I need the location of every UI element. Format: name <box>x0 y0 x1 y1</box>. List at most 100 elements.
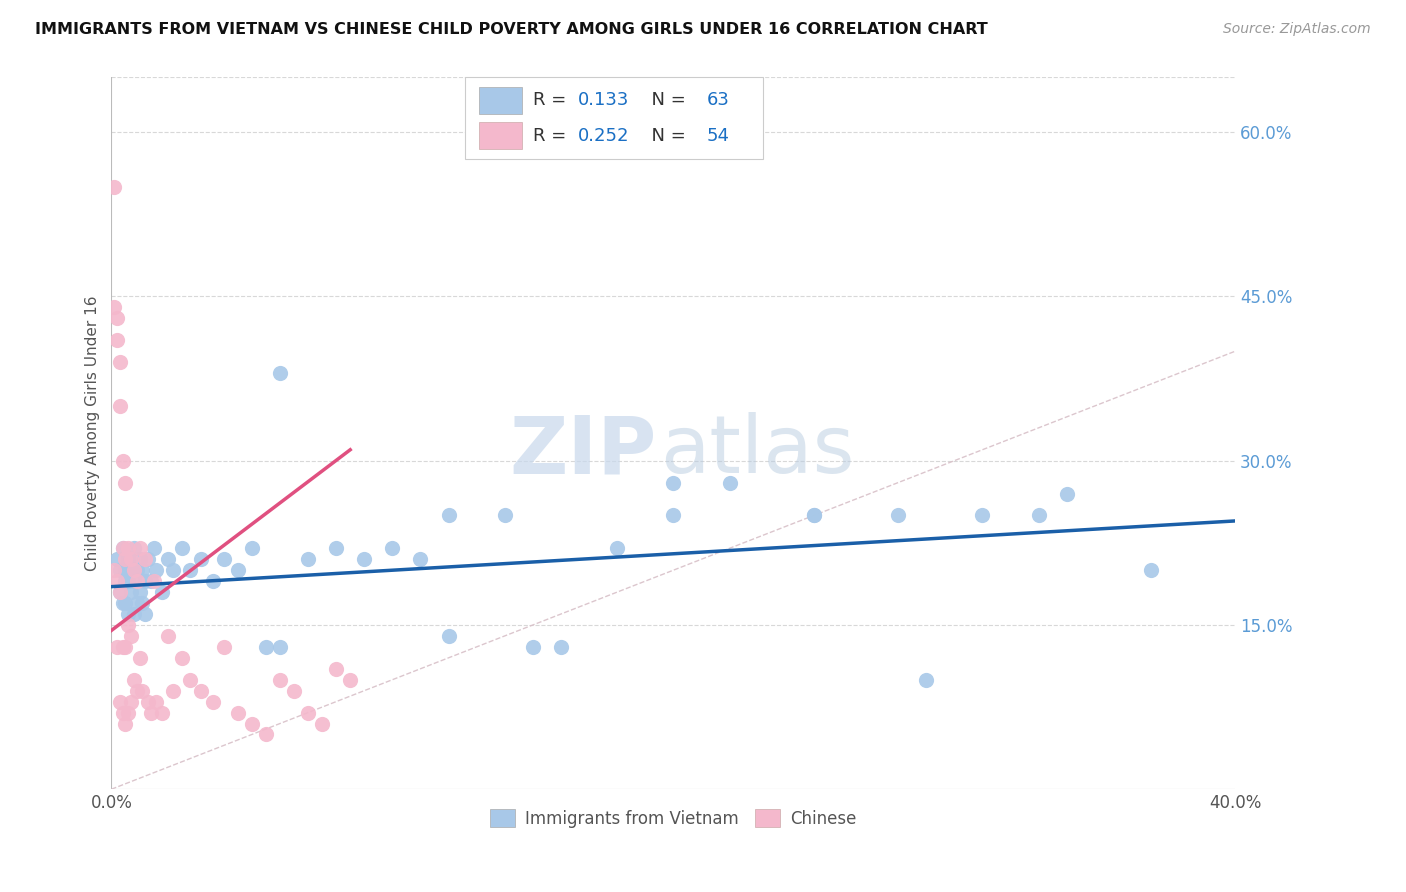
Point <box>283 683 305 698</box>
Point <box>125 683 148 698</box>
Point <box>120 629 142 643</box>
Point <box>170 541 193 556</box>
Y-axis label: Child Poverty Among Girls Under 16: Child Poverty Among Girls Under 16 <box>86 295 100 571</box>
Point <box>136 695 159 709</box>
Point <box>145 695 167 709</box>
Point <box>111 706 134 720</box>
Point <box>111 541 134 556</box>
Point <box>114 640 136 654</box>
Point <box>1028 508 1050 523</box>
Point <box>122 541 145 556</box>
Point <box>134 552 156 566</box>
Point <box>179 673 201 687</box>
Point <box>128 552 150 566</box>
Point <box>156 629 179 643</box>
Point <box>105 640 128 654</box>
Point <box>114 596 136 610</box>
Point <box>120 585 142 599</box>
Point <box>142 541 165 556</box>
Point <box>108 563 131 577</box>
Point <box>139 574 162 589</box>
Point <box>254 640 277 654</box>
Point <box>662 475 685 490</box>
Point <box>254 727 277 741</box>
Text: 0.133: 0.133 <box>578 91 628 109</box>
Point <box>606 541 628 556</box>
Point <box>120 563 142 577</box>
Point <box>131 563 153 577</box>
Point <box>117 706 139 720</box>
Point <box>1056 486 1078 500</box>
Point <box>103 563 125 577</box>
Text: 54: 54 <box>707 127 730 145</box>
Point <box>128 585 150 599</box>
Point <box>145 563 167 577</box>
Point <box>131 596 153 610</box>
Point <box>108 585 131 599</box>
Point <box>550 640 572 654</box>
Point <box>150 706 173 720</box>
Point <box>105 311 128 326</box>
Point <box>212 640 235 654</box>
Text: 0.252: 0.252 <box>578 127 630 145</box>
Text: Source: ZipAtlas.com: Source: ZipAtlas.com <box>1223 22 1371 37</box>
Point <box>226 563 249 577</box>
Point <box>111 640 134 654</box>
Point <box>111 453 134 467</box>
Point <box>887 508 910 523</box>
Point <box>437 508 460 523</box>
Point <box>125 596 148 610</box>
Point <box>114 574 136 589</box>
Text: IMMIGRANTS FROM VIETNAM VS CHINESE CHILD POVERTY AMONG GIRLS UNDER 16 CORRELATIO: IMMIGRANTS FROM VIETNAM VS CHINESE CHILD… <box>35 22 988 37</box>
Point <box>494 508 516 523</box>
Point <box>105 574 128 589</box>
Point <box>162 683 184 698</box>
Text: 63: 63 <box>707 91 730 109</box>
Point <box>128 650 150 665</box>
Point <box>240 716 263 731</box>
Text: R =: R = <box>533 91 572 109</box>
Point <box>120 552 142 566</box>
Point <box>114 716 136 731</box>
Point <box>122 607 145 621</box>
Text: R =: R = <box>533 127 572 145</box>
Point <box>111 541 134 556</box>
Point <box>915 673 938 687</box>
Point <box>120 695 142 709</box>
Point <box>162 563 184 577</box>
Point <box>108 585 131 599</box>
Point <box>269 640 291 654</box>
Point <box>156 552 179 566</box>
Point <box>297 706 319 720</box>
Point <box>1140 563 1163 577</box>
Point <box>111 596 134 610</box>
Text: N =: N = <box>640 91 692 109</box>
Point <box>103 180 125 194</box>
Point <box>972 508 994 523</box>
Point <box>128 541 150 556</box>
FancyBboxPatch shape <box>465 78 763 160</box>
Point <box>117 574 139 589</box>
Point <box>150 585 173 599</box>
Point <box>108 355 131 369</box>
Point <box>125 563 148 577</box>
Point <box>409 552 432 566</box>
Point <box>114 563 136 577</box>
Point <box>103 301 125 315</box>
Point <box>125 574 148 589</box>
Point <box>122 673 145 687</box>
Point <box>131 683 153 698</box>
Point <box>212 552 235 566</box>
Point <box>201 574 224 589</box>
Point <box>108 399 131 413</box>
Point <box>134 574 156 589</box>
Text: N =: N = <box>640 127 692 145</box>
Point <box>662 508 685 523</box>
Point <box>381 541 404 556</box>
Point <box>240 541 263 556</box>
Point <box>117 607 139 621</box>
Point <box>437 629 460 643</box>
Point <box>325 541 347 556</box>
Point <box>117 541 139 556</box>
Point <box>105 333 128 347</box>
